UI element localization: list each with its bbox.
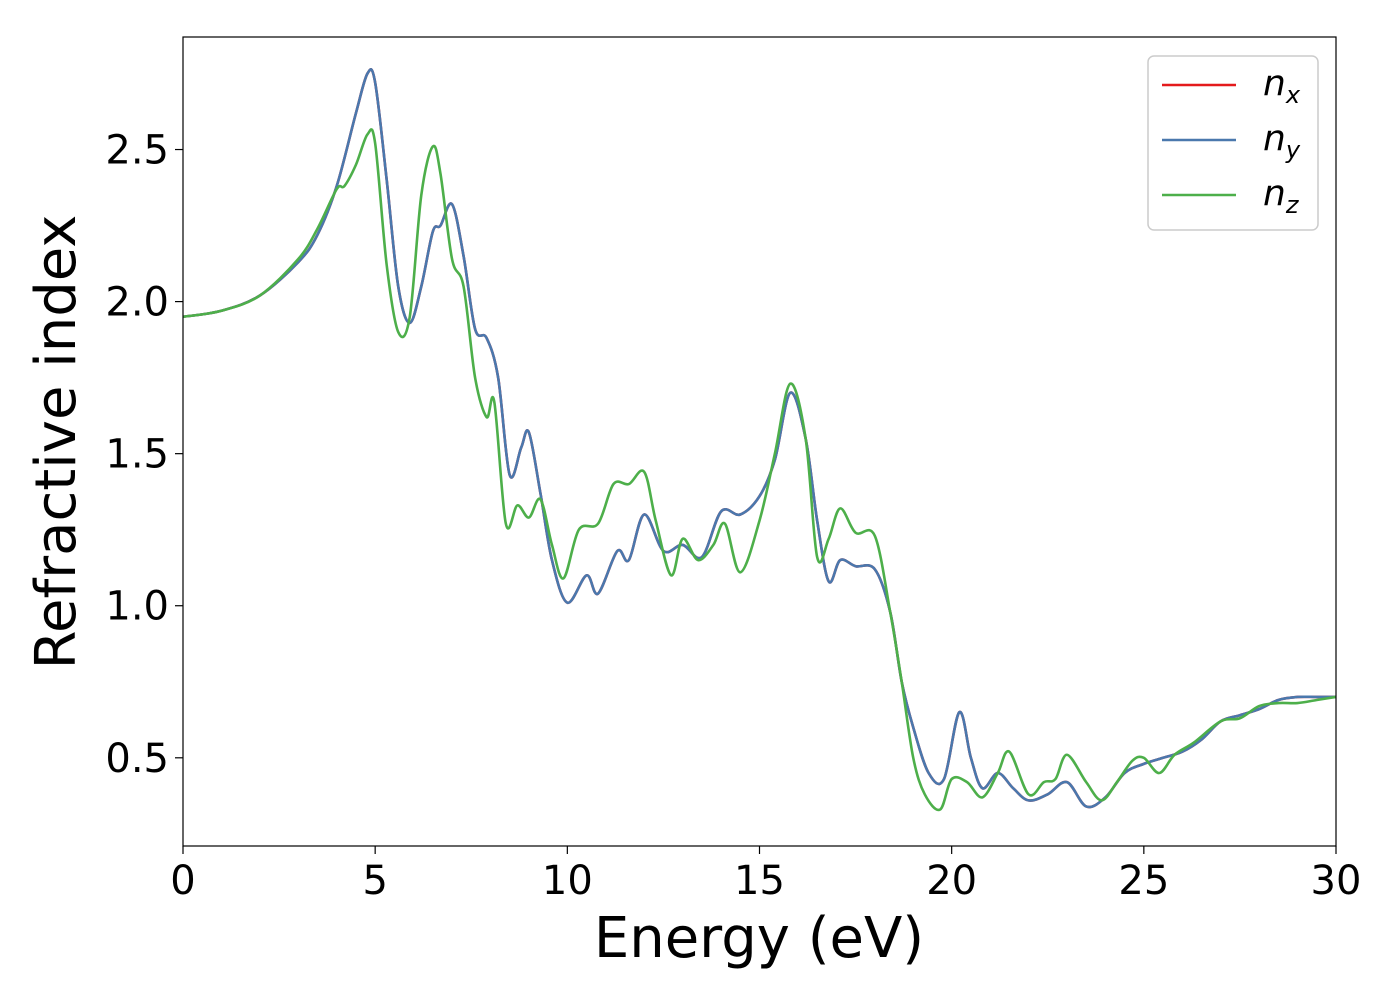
y-tick-label: 2.0 (105, 280, 169, 326)
x-tick-label: 25 (1118, 858, 1169, 904)
x-tick-label: 30 (1311, 858, 1362, 904)
x-axis: 0 5 10 15 20 25 30 (170, 846, 1361, 904)
series-layer (183, 68, 1336, 812)
legend-label: nz (1263, 173, 1300, 219)
x-tick-label: 5 (362, 858, 387, 904)
series-line-n-z (183, 128, 1336, 812)
y-tick-label: 1.0 (105, 584, 169, 630)
x-axis-label: Energy (eV) (594, 906, 924, 971)
y-axis-label: Refractive index (24, 215, 89, 670)
x-tick-label: 0 (170, 858, 195, 904)
legend: nx ny nz (1147, 55, 1319, 231)
legend-label: nx (1263, 63, 1301, 109)
x-tick-label: 10 (542, 858, 593, 904)
x-tick-label: 15 (734, 858, 785, 904)
y-tick-label: 2.5 (105, 128, 169, 174)
y-tick-label: 0.5 (105, 736, 169, 782)
x-tick-label: 20 (926, 858, 977, 904)
legend-label: ny (1263, 118, 1301, 164)
y-tick-label: 1.5 (105, 432, 169, 478)
y-axis: 0.5 1.0 1.5 2.0 2.5 (105, 128, 183, 782)
legend-box (1147, 55, 1319, 231)
